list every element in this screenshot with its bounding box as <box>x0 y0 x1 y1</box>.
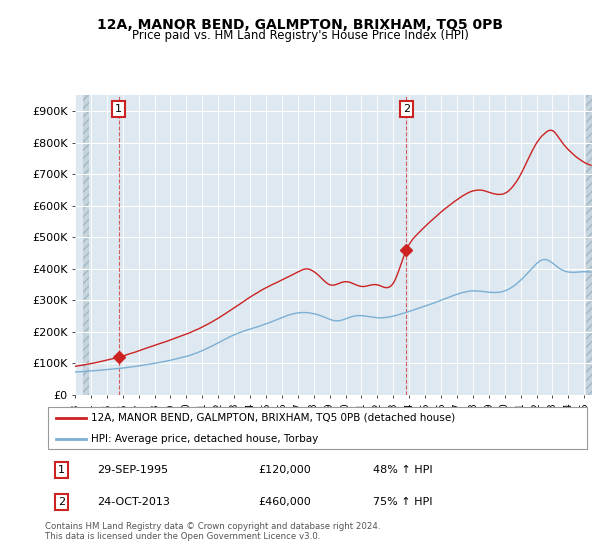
Text: 75% ↑ HPI: 75% ↑ HPI <box>373 497 432 507</box>
Bar <box>83 95 89 395</box>
Text: £460,000: £460,000 <box>258 497 311 507</box>
Text: 29-SEP-1995: 29-SEP-1995 <box>97 465 168 475</box>
Text: Price paid vs. HM Land Registry's House Price Index (HPI): Price paid vs. HM Land Registry's House … <box>131 29 469 42</box>
Text: 1: 1 <box>115 104 122 114</box>
Text: £120,000: £120,000 <box>258 465 311 475</box>
Bar <box>586 95 592 395</box>
Text: 12A, MANOR BEND, GALMPTON, BRIXHAM, TQ5 0PB (detached house): 12A, MANOR BEND, GALMPTON, BRIXHAM, TQ5 … <box>91 413 455 423</box>
FancyBboxPatch shape <box>48 407 587 449</box>
Text: 2: 2 <box>403 104 410 114</box>
Text: 2: 2 <box>58 497 65 507</box>
Text: HPI: Average price, detached house, Torbay: HPI: Average price, detached house, Torb… <box>91 434 319 444</box>
Text: 48% ↑ HPI: 48% ↑ HPI <box>373 465 432 475</box>
Text: Contains HM Land Registry data © Crown copyright and database right 2024.
This d: Contains HM Land Registry data © Crown c… <box>45 522 380 542</box>
Text: 12A, MANOR BEND, GALMPTON, BRIXHAM, TQ5 0PB: 12A, MANOR BEND, GALMPTON, BRIXHAM, TQ5 … <box>97 18 503 32</box>
Text: 24-OCT-2013: 24-OCT-2013 <box>97 497 170 507</box>
Text: 1: 1 <box>58 465 65 475</box>
